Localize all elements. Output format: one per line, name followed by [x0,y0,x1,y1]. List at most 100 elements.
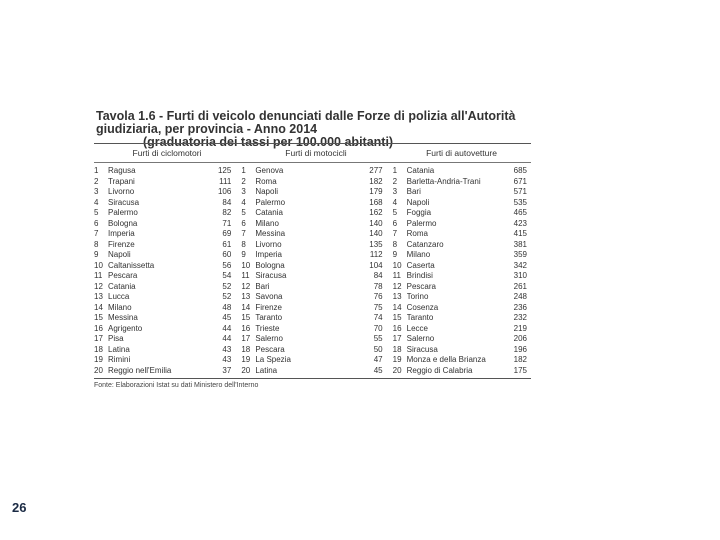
province-cell: Caltanissetta [108,260,155,270]
province-cell: Lucca [108,292,130,301]
table-row: 6 Bologna 71 [94,219,239,230]
table-row: 10 Caltanissetta 56 [94,261,239,272]
table-row: 8 Livorno 135 [241,240,390,251]
rate-cell: 37 [222,365,232,375]
table-row: 4 Napoli 535 [393,198,531,209]
rate-cell: 112 [369,250,383,259]
rank-cell: 18 [241,344,251,354]
table-row: 19 La Spezia 47 [241,355,390,366]
rate-cell: 381 [513,239,527,249]
rate-cell: 232 [513,313,527,322]
table-row: 5 Catania 162 [241,208,390,219]
table-row: 5 Foggia 465 [393,208,531,219]
rate-cell: 48 [222,302,232,312]
rate-cell: 45 [373,365,383,375]
province-cell: La Spezia [255,355,291,364]
province-cell: Caserta [406,260,435,270]
province-cell: Trieste [255,323,280,333]
province-cell: Imperia [108,229,135,238]
rate-cell: 75 [373,302,383,312]
rank-cell: 15 [94,313,103,322]
province-cell: Firenze [255,302,283,312]
table-row: 1 Ragusa 125 [94,166,239,177]
title-line-1: Tavola 1.6 - Furti di veicolo denunciati… [96,109,516,136]
rate-cell: 342 [513,260,527,270]
province-cell: Rimini [108,355,131,364]
province-cell: Napoli [255,187,279,196]
province-cell: Catania [406,166,435,175]
province-cell: Napoli [108,250,131,259]
table-body: 1 Ragusa 125 2 Trapani 111 3 Livorno 106 4 Siracus… [94,163,531,378]
rank-cell: 6 [241,218,246,228]
rank-cell: 10 [392,260,402,270]
rate-cell: 125 [217,166,232,175]
table-row: 14 Cosenza 236 [393,303,531,314]
province-cell: Livorno [255,239,282,249]
rate-cell: 47 [373,355,383,364]
table-row: 16 Trieste 70 [241,324,390,335]
province-cell: Roma [406,229,428,238]
rate-cell: 71 [222,218,232,228]
province-cell: Catania [255,208,283,217]
rank-cell: 6 [94,218,99,228]
rate-cell: 78 [373,281,383,291]
table-row: 17 Salerno 55 [241,334,390,345]
rank-cell: 15 [241,313,251,322]
rate-cell: 535 [513,197,527,207]
province-cell: Bologna [255,260,285,270]
table-row: 16 Agrigento 44 [94,324,239,335]
rate-cell: 182 [513,355,527,364]
rate-cell: 140 [369,229,383,238]
rank-cell: 4 [94,197,99,207]
province-cell: Livorno [108,187,135,196]
rank-cell: 15 [392,313,402,322]
province-cell: Monza e della Brianza [406,355,486,364]
rank-cell: 8 [392,239,398,249]
rank-cell: 7 [392,229,398,238]
rank-cell: 1 [241,166,246,175]
province-cell: Catania [108,281,136,291]
rate-cell: 465 [513,208,527,217]
province-cell: Messina [255,229,286,238]
province-cell: Torino [406,292,429,301]
rank-cell: 6 [392,218,398,228]
rank-cell: 3 [392,187,398,196]
province-cell: Siracusa [255,271,287,280]
rank-cell: 3 [241,187,246,196]
rate-cell: 52 [222,292,232,301]
province-cell: Milano [255,218,279,228]
rank-cell: 19 [94,355,103,364]
rank-cell: 12 [392,281,402,291]
rate-cell: 54 [222,271,232,280]
table-bottom-rule [94,378,531,379]
rate-cell: 76 [373,292,383,301]
province-cell: Siracusa [108,197,140,207]
rank-cell: 5 [241,208,246,217]
province-cell: Siracusa [406,344,438,354]
header-autovetture: Furti di autovetture [426,148,497,158]
rank-cell: 13 [392,292,402,301]
table-row: 3 Napoli 179 [241,187,390,198]
rank-cell: 8 [241,239,246,249]
table-row: 19 Monza e della Brianza 182 [393,355,531,366]
rank-cell: 4 [241,197,246,207]
province-cell: Messina [108,313,138,322]
table-row: 8 Catanzaro 381 [393,240,531,251]
province-cell: Bari [255,281,270,291]
province-cell: Latina [108,344,130,354]
table-row: 7 Imperia 69 [94,229,239,240]
province-cell: Reggio di Calabria [406,365,473,375]
province-cell: Barletta-Andria-Trani [406,176,481,186]
table-row: 19 Rimini 43 [94,355,239,366]
rate-cell: 69 [222,229,232,238]
table-row: 9 Imperia 112 [241,250,390,261]
rate-cell: 82 [222,208,232,217]
rate-cell: 236 [513,302,527,312]
rate-cell: 135 [369,239,383,249]
table-row: 8 Firenze 61 [94,240,239,251]
table-row: 17 Pisa 44 [94,334,239,345]
province-cell: Cosenza [406,302,439,312]
column-motocicli: 1 Genova 277 2 Roma 182 3 Napoli 179 4 Palermo 168 5… [239,166,390,376]
table-row: 6 Milano 140 [241,219,390,230]
table-row: 4 Siracusa 84 [94,198,239,209]
